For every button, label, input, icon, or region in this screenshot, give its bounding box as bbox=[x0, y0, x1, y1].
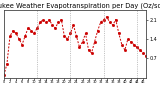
Title: Milwaukee Weather Evapotranspiration per Day (Oz/sq ft): Milwaukee Weather Evapotranspiration per… bbox=[0, 3, 160, 9]
